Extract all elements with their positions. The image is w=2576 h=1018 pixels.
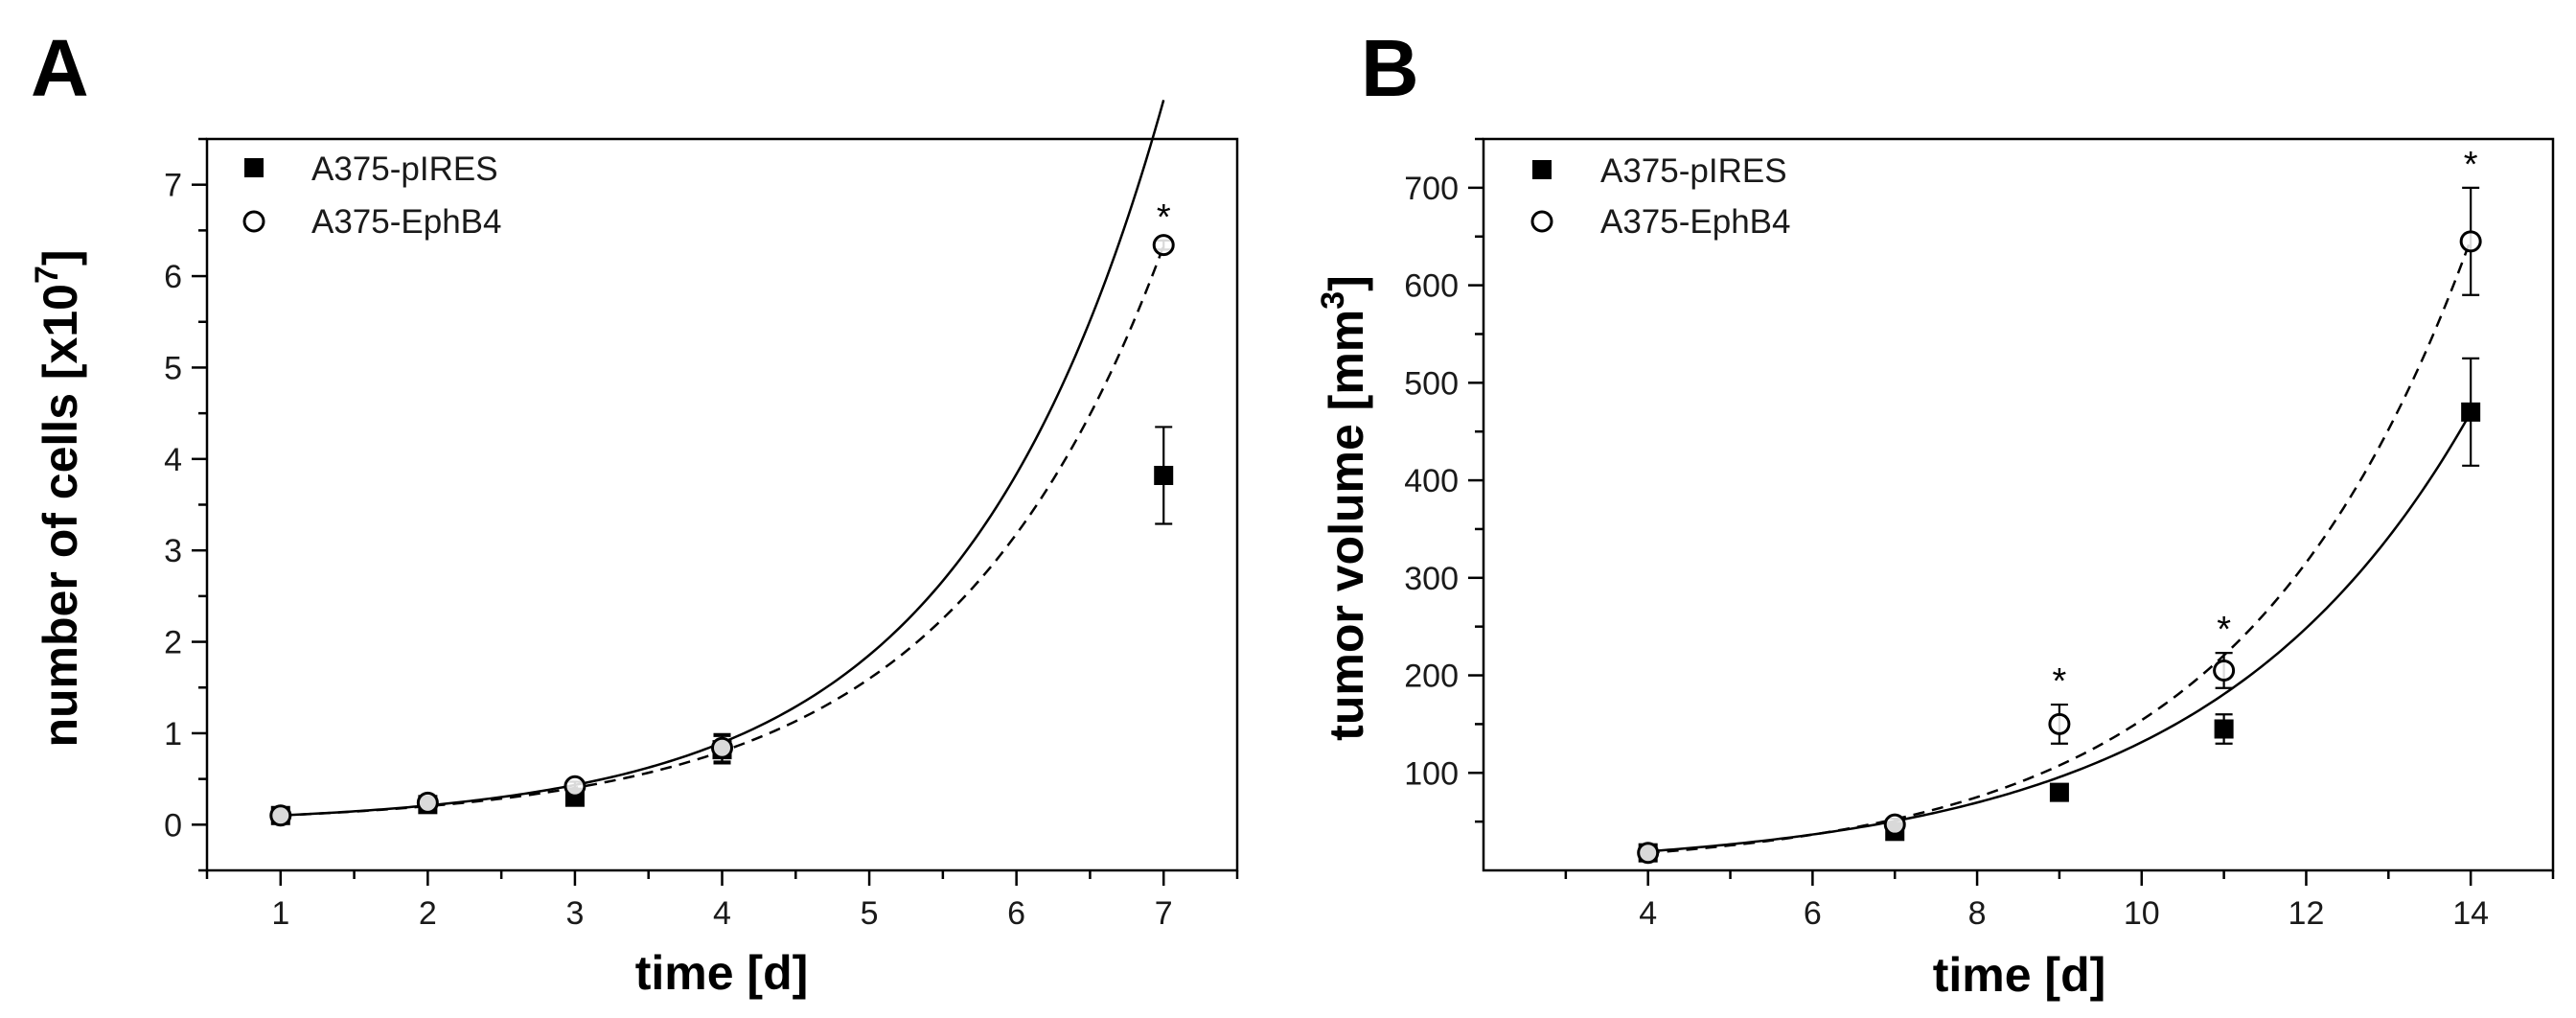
panel-a-x-axis-title: time [d]: [635, 946, 809, 1000]
panel-a-x-tick-label: 2: [419, 895, 437, 932]
panel-b-y-title-main: tumor volume [mm: [1320, 310, 1373, 741]
panel-b-x-tick-label: 4: [1639, 895, 1657, 932]
panel-b-point-pires: [2214, 719, 2234, 739]
panel-b-y-tick-label: 200: [1404, 659, 1459, 695]
panel-b-y-tick-label: 400: [1404, 463, 1459, 499]
panel-b-label: B: [1361, 23, 1419, 113]
panel-a-fit-ephb4: [280, 244, 1165, 817]
panel-a-data-points: [269, 234, 1175, 827]
panel-b-x-tick-label: 8: [1968, 895, 1987, 932]
panel-b-annotations: * * *: [2053, 145, 2478, 702]
legend-label-pires: A375-pIRES: [311, 150, 498, 188]
panel-a-y-tick-label: 7: [164, 168, 182, 204]
panel-b-y-title-sup: 3: [1315, 291, 1351, 310]
panel-a-ticks: 1 2 3 4 5 6 7 0 1 2 3 4 5 6 7: [164, 137, 1239, 932]
panel-a-y-tick-label: 1: [164, 716, 182, 752]
panel-b-x-tick-label: 12: [2288, 895, 2325, 932]
legend-marker-pires: [244, 158, 264, 177]
panel-b-significance-star: *: [2217, 610, 2231, 650]
panel-a-y-axis-title: number of cells [x107]: [29, 249, 87, 747]
panel-a-x-tick-label: 7: [1155, 895, 1173, 932]
legend-label-ephb4: A375-EphB4: [1600, 203, 1790, 241]
panel-a-x-tick-label: 3: [565, 895, 584, 932]
panel-b-ticks: 4 6 8 10 12 14 100 200 300 400 500 600 700: [1404, 137, 2555, 932]
panel-b-x-tick-label: 6: [1804, 895, 1822, 932]
panel-a-y-title-end: ]: [34, 249, 87, 266]
panel-a-y-tick-label: 6: [164, 259, 182, 295]
panel-a-point-pires: [1154, 465, 1174, 485]
panel-b-y-tick-label: 300: [1404, 561, 1459, 597]
panel-b-y-tick-label: 100: [1404, 755, 1459, 792]
panel-b-point-ephb4: [2213, 659, 2236, 682]
panel-a-point-ephb4: [1152, 234, 1175, 257]
panel-a-legend: A375-pIRES A375-EphB4: [242, 150, 501, 241]
panel-b-fit-curves: [1647, 239, 2472, 855]
panel-a-error-bars: [271, 239, 1173, 821]
panel-a-y-tick-label: 0: [164, 807, 182, 844]
panel-b-x-axis-title: time [d]: [1933, 948, 2106, 1002]
legend-marker-ephb4: [242, 210, 265, 233]
panel-a-point-ephb4: [711, 736, 733, 759]
panel-a-y-tick-label: 5: [164, 350, 182, 386]
panel-b-y-title-end: ]: [1320, 275, 1373, 291]
panel-a-y-title-sup: 7: [29, 266, 65, 284]
panel-b-point-ephb4: [1637, 842, 1660, 865]
panel-b-x-tick-label: 10: [2124, 895, 2160, 932]
panel-b-y-tick-label: 600: [1404, 268, 1459, 305]
legend-label-ephb4: A375-EphB4: [311, 203, 501, 241]
legend-label-pires: A375-pIRES: [1600, 152, 1787, 190]
panel-a-x-tick-label: 4: [713, 895, 731, 932]
panel-a-point-ephb4: [416, 791, 439, 814]
panel-a-label: A: [31, 23, 89, 113]
panel-a-y-tick-label: 3: [164, 533, 182, 569]
panel-b-plot-frame: [1482, 137, 2555, 872]
panel-a-annotations: *: [1157, 197, 1171, 238]
panel-a-point-ephb4: [564, 775, 586, 798]
panel-b-y-axis-title: tumor volume [mm3]: [1315, 275, 1373, 741]
panel-a-y-tick-label: 2: [164, 625, 182, 661]
panel-b-point-pires: [2461, 402, 2481, 422]
panel-a: A 1 2 3 4 5 6 7 0 1 2 3 4 5 6 7 * A375-pIRES A375-EphB…: [29, 23, 1239, 1000]
panel-a-significance-star: *: [1157, 197, 1171, 238]
panel-b-x-tick-label: 14: [2452, 895, 2489, 932]
legend-marker-ephb4: [1530, 210, 1553, 233]
panel-b-significance-star: *: [2053, 661, 2067, 702]
panel-b-fit-ephb4: [1647, 239, 2472, 855]
panel-b-significance-star: *: [2464, 145, 2478, 185]
panel-a-x-tick-label: 1: [271, 895, 289, 932]
panel-a-point-ephb4: [269, 804, 292, 827]
panel-a-x-tick-label: 5: [861, 895, 879, 932]
panel-b: B 4 6 8 10 12 14 100 200 300 400 500 600 700 * * * A37…: [1315, 23, 2555, 1002]
panel-a-x-tick-label: 6: [1007, 895, 1025, 932]
panel-b-point-ephb4: [1883, 813, 1906, 836]
panel-b-y-tick-label: 500: [1404, 365, 1459, 402]
panel-b-point-ephb4: [2459, 230, 2482, 253]
panel-b-data-points: [1637, 230, 2482, 865]
panel-b-point-ephb4: [2048, 712, 2071, 735]
legend-marker-pires: [1532, 160, 1552, 179]
panel-b-y-tick-label: 700: [1404, 171, 1459, 207]
panel-a-y-title-main: number of cells [x10: [34, 284, 87, 748]
panel-a-y-tick-label: 4: [164, 442, 182, 478]
panel-b-legend: A375-pIRES A375-EphB4: [1530, 152, 1790, 241]
panel-b-error-bars: [1639, 186, 2480, 859]
panel-b-point-pires: [2049, 782, 2069, 802]
